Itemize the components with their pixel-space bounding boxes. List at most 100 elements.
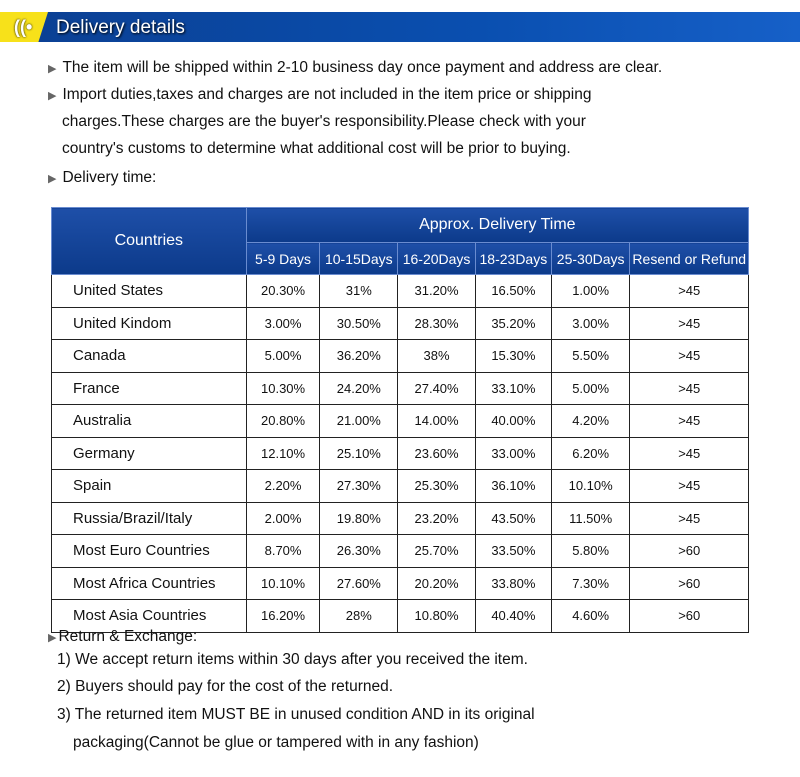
value-cell: >60 [629, 534, 749, 568]
value-cell: 40.40% [474, 599, 552, 633]
value-cell: 10.80% [397, 599, 476, 633]
value-cell: 36.20% [319, 339, 399, 373]
value-cell: 27.60% [319, 566, 399, 600]
table-row: Canada 5.00% 36.20% 38% 15.30% 5.50% >45 [51, 339, 749, 373]
value-cell: 30.50% [319, 306, 399, 340]
value-cell: 16.20% [245, 599, 321, 633]
value-cell: 5.50% [550, 339, 631, 373]
page-title: Delivery details [56, 17, 185, 38]
value-cell: 10.10% [550, 469, 631, 503]
arrow-icon: ▶ [48, 90, 57, 102]
intro-text: Delivery time: [62, 169, 157, 186]
value-cell: 26.30% [319, 534, 399, 568]
column-header: 25-30Days [550, 242, 631, 275]
value-cell: >45 [629, 274, 749, 308]
value-cell: 10.30% [245, 371, 321, 405]
value-cell: 33.00% [474, 436, 552, 470]
column-header: 5-9 Days [245, 242, 321, 275]
value-cell: 24.20% [319, 371, 399, 405]
table-row: United States 20.30% 31% 31.20% 16.50% 1.00% >… [51, 274, 749, 308]
value-cell: 36.10% [474, 469, 552, 503]
returns-title: ▶ Return & Exchange: [48, 628, 197, 646]
country-cell: Germany [51, 436, 247, 470]
intro-line-3: charges.These charges are the buyer's re… [62, 113, 586, 130]
column-header: 16-20Days [397, 242, 476, 275]
table-row: Most Asia Countries 16.20% 28% 10.80% 40.40%… [51, 599, 749, 633]
returns-line-2: 2) Buyers should pay for the cost of the… [57, 678, 394, 695]
value-cell: 10.10% [245, 566, 321, 600]
value-cell: 23.60% [397, 436, 476, 470]
value-cell: 31% [319, 274, 399, 308]
value-cell: 19.80% [319, 501, 399, 535]
table-row: Most Africa Countries 10.10% 27.60% 20.20% 3… [51, 566, 749, 600]
country-cell: Most Euro Countries [51, 534, 247, 568]
value-cell: 33.10% [474, 371, 552, 405]
country-cell: Australia [51, 404, 247, 438]
delivery-signal-icon: ((• [14, 17, 33, 37]
delivery-table: Countries Approx. Delivery Time 5-9 Days… [51, 207, 750, 633]
arrow-icon: ▶ [48, 632, 57, 644]
value-cell: 20.20% [397, 566, 476, 600]
value-cell: 43.50% [474, 501, 552, 535]
banner-accent [0, 12, 48, 42]
returns-line-4: packaging(Cannot be glue or tampered wit… [73, 734, 479, 751]
table-row: Most Euro Countries 8.70% 26.30% 25.70% 33.5… [51, 534, 749, 568]
value-cell: 3.00% [550, 306, 631, 340]
value-cell: 4.20% [550, 404, 631, 438]
country-cell: United Kindom [51, 306, 247, 340]
column-header: 10-15Days [319, 242, 399, 275]
intro-line-4: country's customs to determine what addi… [62, 140, 571, 157]
value-cell: 8.70% [245, 534, 321, 568]
table-row: France 10.30% 24.20% 27.40% 33.10% 5.00% >45 [51, 371, 749, 405]
value-cell: 40.00% [474, 404, 552, 438]
value-cell: 12.10% [245, 436, 321, 470]
table-row: United Kindom 3.00% 30.50% 28.30% 35.20% 3.00… [51, 306, 749, 340]
value-cell: 23.20% [397, 501, 476, 535]
delivery-time-label: ▶ Delivery time: [48, 169, 156, 187]
value-cell: 20.30% [245, 274, 321, 308]
value-cell: 15.30% [474, 339, 552, 373]
value-cell: 35.20% [474, 306, 552, 340]
returns-title-text: Return & Exchange: [58, 628, 198, 645]
country-cell: Spain [51, 469, 247, 503]
value-cell: 33.80% [474, 566, 552, 600]
country-cell: France [51, 371, 247, 405]
value-cell: >45 [629, 371, 749, 405]
country-cell: Canada [51, 339, 247, 373]
value-cell: >45 [629, 469, 749, 503]
arrow-icon: ▶ [48, 63, 57, 75]
value-cell: 1.00% [550, 274, 631, 308]
value-cell: 3.00% [245, 306, 321, 340]
header-banner: ((• Delivery details [0, 12, 800, 42]
value-cell: >45 [629, 501, 749, 535]
value-cell: 2.00% [245, 501, 321, 535]
value-cell: 33.50% [474, 534, 552, 568]
value-cell: >45 [629, 436, 749, 470]
value-cell: 5.80% [550, 534, 631, 568]
value-cell: 31.20% [397, 274, 476, 308]
value-cell: >45 [629, 404, 749, 438]
value-cell: 7.30% [550, 566, 631, 600]
country-cell: Most Asia Countries [51, 599, 247, 633]
value-cell: 14.00% [397, 404, 476, 438]
column-header: Resend or Refund [629, 242, 749, 275]
table-row: Germany 12.10% 25.10% 23.60% 33.00% 6.20% >45 [51, 436, 749, 470]
value-cell: >45 [629, 306, 749, 340]
country-cell: Russia/Brazil/Italy [51, 501, 247, 535]
value-cell: 5.00% [245, 339, 321, 373]
intro-text: The item will be shipped within 2-10 bus… [62, 59, 663, 76]
value-cell: 16.50% [474, 274, 552, 308]
value-cell: 5.00% [550, 371, 631, 405]
value-cell: 27.30% [319, 469, 399, 503]
value-cell: 6.20% [550, 436, 631, 470]
delivery-time-header: Approx. Delivery Time [245, 207, 750, 243]
country-cell: United States [51, 274, 247, 308]
arrow-icon: ▶ [48, 173, 57, 185]
value-cell: 2.20% [245, 469, 321, 503]
value-cell: 21.00% [319, 404, 399, 438]
table-row: Australia 20.80% 21.00% 14.00% 40.00% 4.20% >4… [51, 404, 749, 438]
intro-line-2: ▶ Import duties,taxes and charges are not… [48, 86, 592, 104]
value-cell: 27.40% [397, 371, 476, 405]
countries-header: Countries [51, 207, 247, 275]
value-cell: 28.30% [397, 306, 476, 340]
